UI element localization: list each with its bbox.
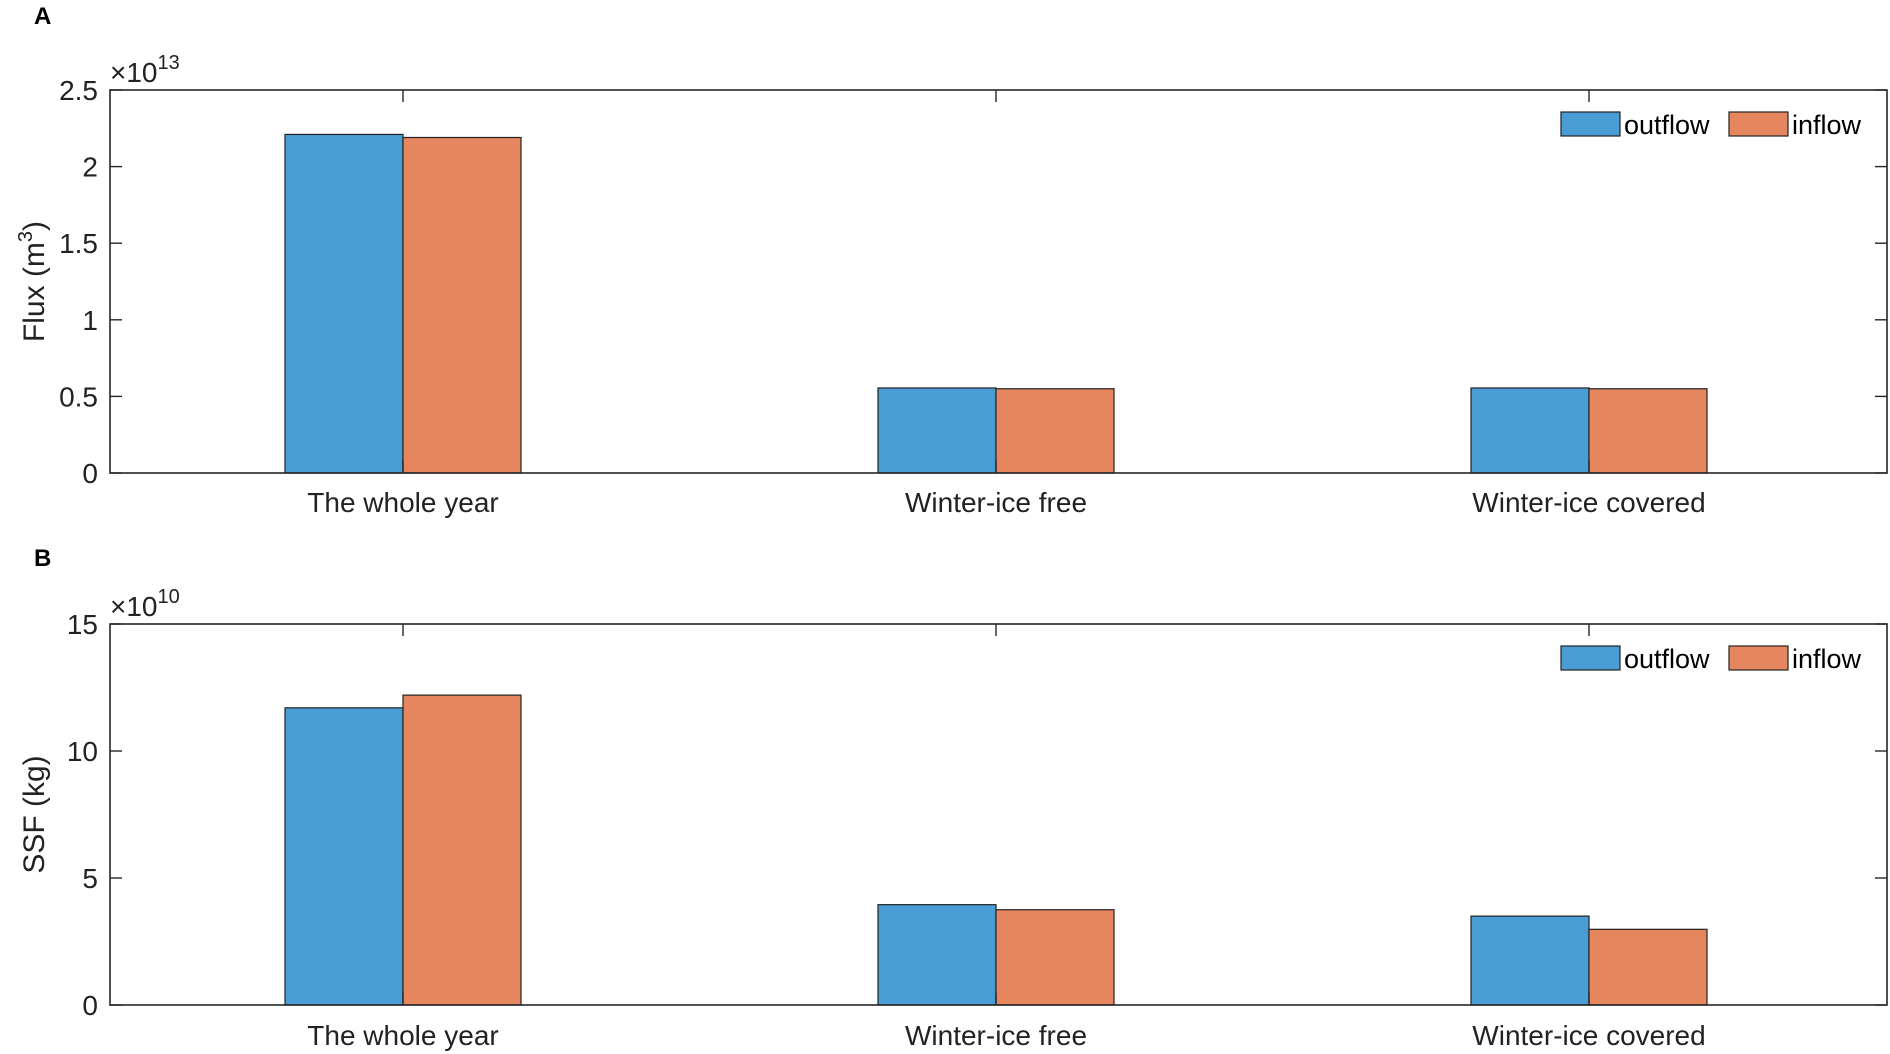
plot-frame [109, 89, 1888, 474]
y-tick-label: 2.5 [59, 75, 98, 106]
panel-b-letter: B [34, 545, 51, 572]
axis-exponent: ×1010 [110, 586, 180, 622]
bar-outflow-3 [1470, 387, 1590, 474]
legend-label-outflow: outflow [1624, 110, 1710, 140]
y-tick-label: 1.5 [59, 228, 98, 259]
y-tick-label: 1 [82, 305, 98, 336]
legend-label-inflow: inflow [1792, 644, 1862, 674]
y-tick-label: 0.5 [59, 381, 98, 412]
y-tick-label: 0 [82, 458, 98, 489]
legend-label-outflow: outflow [1624, 644, 1710, 674]
legend-swatch-inflow [1728, 111, 1789, 137]
axis-exponent: ×1013 [110, 52, 180, 88]
y-tick-label: 10 [67, 736, 98, 767]
bar-outflow-1 [284, 707, 404, 1006]
x-category-label: Winter-ice covered [1472, 1020, 1705, 1051]
bar-outflow-3 [1470, 915, 1590, 1006]
legend-swatch-outflow [1560, 111, 1621, 137]
panel-b: B 0 5 10 15 The whole year Winter-ice free Win… [18, 545, 1888, 1051]
bar-inflow-3 [1588, 928, 1708, 1006]
y-axis-label: Flux (m3) [15, 221, 51, 342]
bar-inflow-1 [402, 136, 522, 474]
plot-frame [109, 623, 1888, 1006]
bar-outflow-2 [877, 904, 997, 1006]
bar-outflow-2 [877, 387, 997, 474]
y-tick-label: 5 [82, 863, 98, 894]
x-category-label: Winter-ice free [905, 1020, 1087, 1051]
bar-inflow-1 [402, 694, 522, 1006]
x-category-label: Winter-ice free [905, 487, 1087, 518]
y-tick-label: 2 [82, 152, 98, 183]
x-category-label: The whole year [307, 487, 498, 518]
x-category-label: Winter-ice covered [1472, 487, 1705, 518]
y-tick-label: 0 [82, 990, 98, 1021]
panel-a: A 0 0.5 1 1.5 2 2.5 The whole year Winter-ice f… [15, 3, 1888, 518]
bar-outflow-1 [284, 133, 404, 474]
panel-a-letter: A [34, 3, 51, 30]
bar-inflow-2 [995, 388, 1115, 474]
legend-label-inflow: inflow [1792, 110, 1862, 140]
legend-swatch-inflow [1728, 645, 1789, 671]
y-tick-label: 15 [67, 609, 98, 640]
x-category-label: The whole year [307, 1020, 498, 1051]
bar-inflow-2 [995, 909, 1115, 1006]
legend-swatch-outflow [1560, 645, 1621, 671]
bar-inflow-3 [1588, 388, 1708, 474]
y-axis-label: SSF (kg) [18, 755, 51, 873]
